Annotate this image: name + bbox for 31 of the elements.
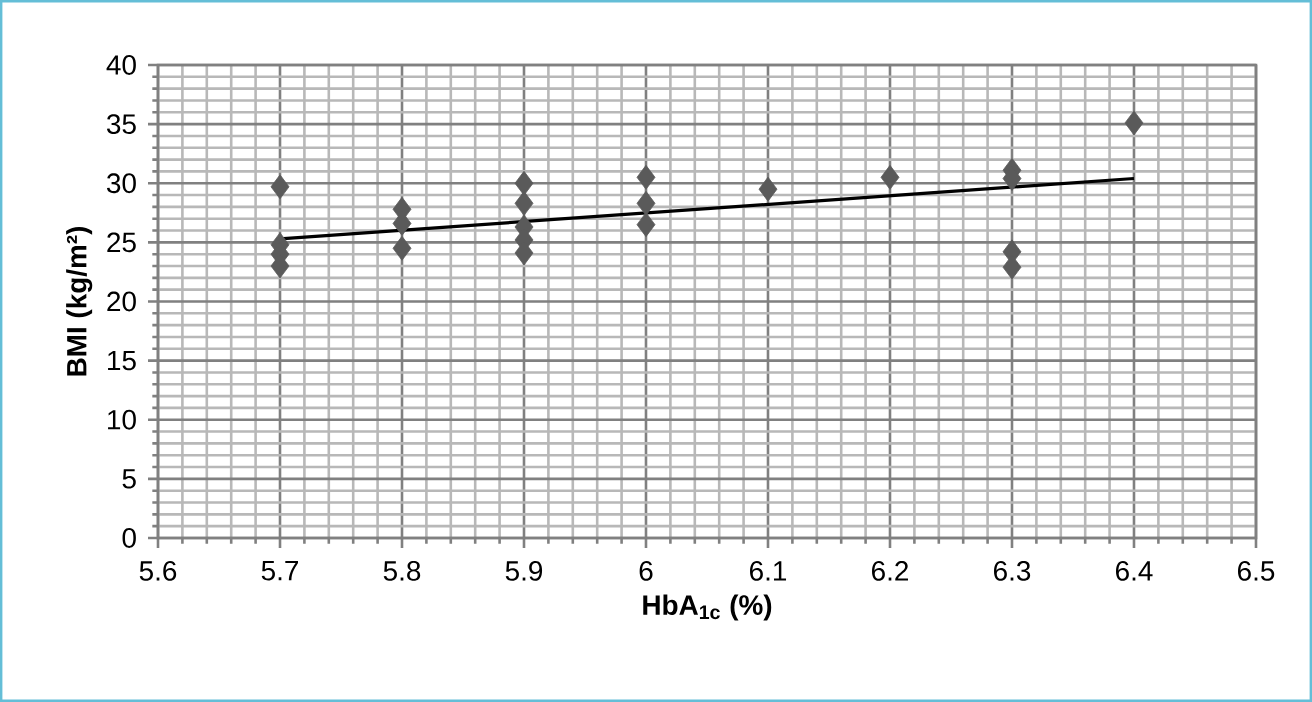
x-tick-label: 6.2 xyxy=(872,561,908,581)
y-tick-label: 20 xyxy=(107,291,136,312)
y-tick-label: 30 xyxy=(106,173,136,194)
x-tick-label: 6 xyxy=(639,561,653,581)
x-tick-label: 5.8 xyxy=(383,561,421,581)
point xyxy=(1124,110,1144,136)
x-tick-label: 6.4 xyxy=(1116,561,1153,581)
y-tick-label: 5 xyxy=(122,469,136,489)
y-tick-label: 0 xyxy=(122,528,136,548)
x-tick-label: 5.9 xyxy=(505,561,543,581)
x-tick-label: 5.6 xyxy=(139,561,177,581)
point xyxy=(514,170,534,196)
point xyxy=(392,235,412,261)
y-tick-label: 25 xyxy=(107,232,136,253)
y-tick-label: 10 xyxy=(108,409,136,430)
y-tick-label: 35 xyxy=(106,114,136,135)
point xyxy=(270,174,290,200)
x-tick-label: 6.1 xyxy=(750,561,787,581)
x-tick-label: 6.3 xyxy=(994,561,1031,581)
y-axis-title: BMI (kg/m²) xyxy=(66,226,93,376)
point xyxy=(636,164,656,190)
y-tick-label: 40 xyxy=(106,55,136,75)
x-axis-title: HbA$_{1c}$ (%) xyxy=(643,594,772,621)
x-tick-label: 6.5 xyxy=(1238,561,1275,581)
x-tick-label: 5.7 xyxy=(261,561,298,581)
point xyxy=(514,190,534,216)
point xyxy=(636,190,656,216)
point xyxy=(758,176,778,202)
point xyxy=(636,212,656,238)
point xyxy=(880,164,900,190)
y-tick-label: 15 xyxy=(108,350,136,371)
